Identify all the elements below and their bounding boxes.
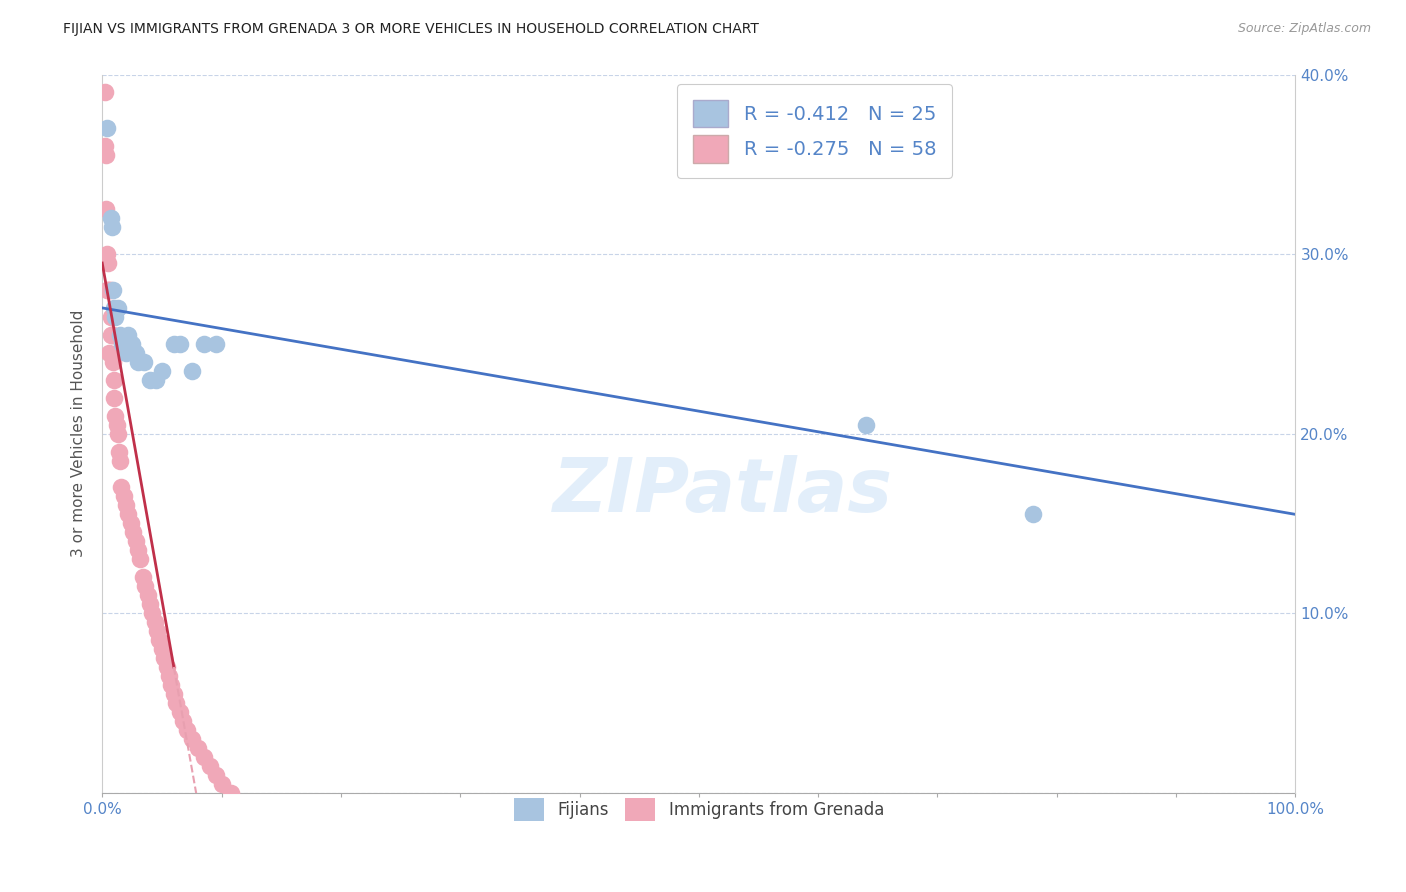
Text: Source: ZipAtlas.com: Source: ZipAtlas.com (1237, 22, 1371, 36)
Point (93, 86, 115, 100)
Point (115, 499, 138, 513)
Point (146, 624, 169, 638)
Point (132, 570, 155, 584)
Point (107, 426, 129, 441)
Point (97, 283, 120, 297)
Point (134, 579, 156, 593)
Point (156, 660, 179, 674)
Point (160, 678, 183, 692)
Point (98, 283, 121, 297)
Point (100, 310, 122, 324)
Point (139, 373, 162, 387)
Legend: Fijians, Immigrants from Grenada: Fijians, Immigrants from Grenada (501, 784, 897, 835)
Point (143, 615, 166, 629)
Point (121, 336, 143, 351)
Point (129, 552, 152, 566)
Text: ZIPatlas: ZIPatlas (553, 455, 893, 527)
Point (180, 364, 202, 378)
Point (100, 310, 122, 324)
Point (855, 417, 877, 432)
Point (198, 758, 221, 772)
Point (187, 740, 209, 755)
Point (211, 777, 233, 791)
Point (148, 633, 170, 648)
Point (115, 346, 138, 360)
Point (163, 687, 186, 701)
Point (145, 373, 167, 387)
Point (122, 525, 145, 540)
Point (98, 346, 121, 360)
Point (124, 346, 146, 360)
Point (100, 220, 122, 235)
Y-axis label: 3 or more Vehicles in Household: 3 or more Vehicles in Household (72, 310, 86, 558)
Point (94, 148, 117, 162)
Point (139, 597, 162, 611)
Point (103, 373, 125, 387)
Point (97, 256, 120, 270)
Point (103, 301, 125, 315)
Point (101, 355, 124, 369)
Point (1022, 508, 1045, 522)
Point (107, 301, 129, 315)
Point (124, 534, 146, 549)
Point (127, 543, 149, 558)
Point (153, 651, 176, 665)
Point (100, 211, 122, 226)
Point (165, 696, 187, 710)
Point (100, 283, 122, 297)
Point (100, 327, 122, 342)
Point (110, 480, 132, 494)
Point (96, 283, 118, 297)
Point (105, 417, 128, 432)
Point (93, 139, 115, 153)
Point (141, 606, 163, 620)
Point (219, 786, 242, 800)
Point (150, 642, 173, 657)
Point (111, 336, 134, 351)
Point (157, 669, 180, 683)
Point (176, 723, 198, 737)
Point (103, 391, 125, 405)
Point (108, 444, 131, 458)
Point (180, 731, 202, 746)
Point (150, 364, 173, 378)
Point (108, 327, 131, 342)
Point (120, 516, 142, 531)
Point (96, 247, 118, 261)
Point (96, 121, 118, 136)
Point (112, 490, 135, 504)
Point (193, 749, 215, 764)
Text: FIJIAN VS IMMIGRANTS FROM GRENADA 3 OR MORE VEHICLES IN HOUSEHOLD CORRELATION CH: FIJIAN VS IMMIGRANTS FROM GRENADA 3 OR M… (63, 22, 759, 37)
Point (101, 283, 124, 297)
Point (117, 327, 139, 342)
Point (169, 705, 191, 719)
Point (100, 327, 122, 342)
Point (193, 336, 215, 351)
Point (108, 453, 131, 467)
Point (169, 336, 191, 351)
Point (104, 409, 127, 423)
Point (101, 327, 124, 342)
Point (127, 355, 149, 369)
Point (104, 310, 127, 324)
Point (136, 588, 159, 602)
Point (172, 714, 194, 728)
Point (132, 355, 155, 369)
Point (204, 336, 226, 351)
Point (163, 336, 186, 351)
Point (117, 508, 139, 522)
Point (94, 202, 117, 216)
Point (204, 767, 226, 781)
